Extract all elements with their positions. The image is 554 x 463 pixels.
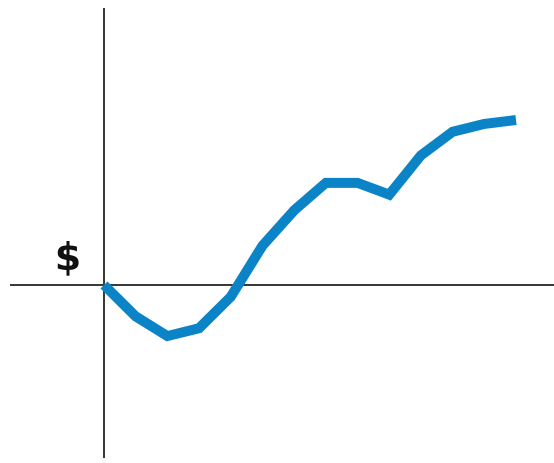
y-axis-label: $ <box>55 235 81 279</box>
series-layer <box>100 115 517 342</box>
series-line-1 <box>100 115 517 342</box>
